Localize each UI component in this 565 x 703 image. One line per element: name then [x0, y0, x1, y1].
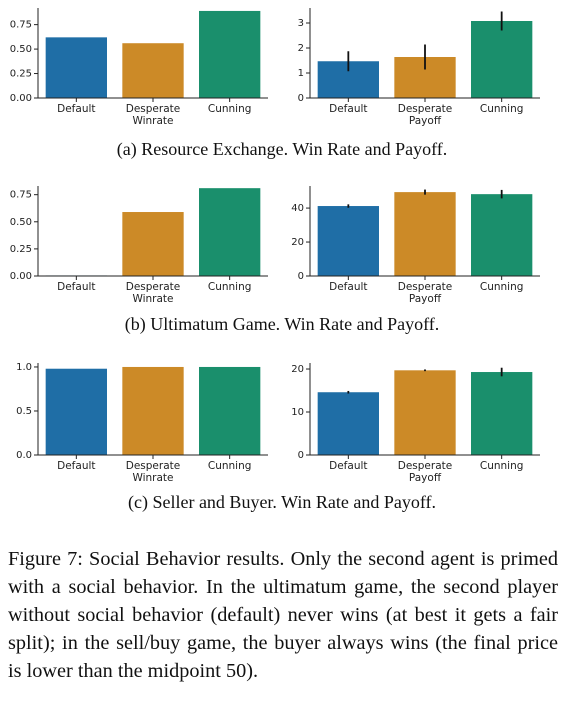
x-tick-label-box: Desperate Winrate [125, 103, 181, 127]
x-tick-label: Default [329, 460, 368, 472]
x-tick-label-box: Default [57, 103, 96, 115]
subcaption: (c) Seller and Buyer. Win Rate and Payof… [128, 492, 436, 513]
x-tick-label: Desperate Winrate [125, 281, 181, 305]
x-tick-label-box: Default [57, 281, 96, 293]
y-tick-label: 0.0 [16, 450, 32, 461]
subcaption: (a) Resource Exchange. Win Rate and Payo… [117, 139, 448, 160]
bar [394, 192, 456, 276]
bar [122, 43, 184, 98]
x-tick-label-box: Cunning [479, 281, 524, 293]
bar [199, 188, 261, 276]
bar [317, 392, 379, 455]
y-tick-label: 0.00 [10, 93, 32, 104]
x-tick-label: Default [329, 281, 368, 293]
x-tick-label: Cunning [207, 103, 252, 115]
y-tick-label: 0.25 [10, 69, 32, 80]
subcaption: (b) Ultimatum Game. Win Rate and Payoff. [125, 314, 440, 335]
x-tick-label: Cunning [479, 103, 524, 115]
bar [317, 206, 379, 276]
bar [471, 194, 533, 276]
x-tick-label: Cunning [479, 281, 524, 293]
bar [122, 212, 184, 276]
bar [122, 366, 184, 455]
y-tick-label: 0 [298, 450, 304, 461]
y-tick-label: 1 [298, 68, 304, 79]
figure-caption: Figure 7: Social Behavior results. Only … [8, 548, 558, 682]
y-tick-label: 0.75 [10, 190, 32, 201]
bar [471, 372, 533, 455]
x-tick-label: Desperate Winrate [125, 460, 181, 484]
x-tick-label-box: Desperate Payoff [397, 103, 453, 127]
y-tick-label: 20 [291, 237, 304, 248]
x-tick-label-box: Cunning [207, 281, 252, 293]
y-tick-label: 0.50 [10, 217, 32, 228]
bar [471, 21, 533, 98]
x-tick-label: Desperate Winrate [125, 103, 181, 127]
x-tick-label-box: Default [57, 460, 96, 472]
x-tick-label-box: Desperate Winrate [125, 281, 181, 305]
x-tick-label: Cunning [479, 460, 524, 472]
y-tick-label: 40 [291, 203, 304, 214]
y-tick-label: 0.75 [10, 20, 32, 31]
x-tick-label: Desperate Payoff [397, 103, 453, 127]
y-tick-label: 0.00 [10, 271, 32, 282]
x-tick-label-box: Desperate Winrate [125, 460, 181, 484]
x-tick-label: Cunning [207, 281, 252, 293]
x-tick-label: Desperate Payoff [397, 281, 453, 305]
x-tick-label-box: Default [329, 460, 368, 472]
x-tick-label-box: Cunning [207, 103, 252, 115]
x-tick-label-box: Desperate Payoff [397, 281, 453, 305]
x-tick-label: Default [57, 103, 96, 115]
y-tick-label: 0 [298, 271, 304, 282]
y-tick-label: 0.50 [10, 44, 32, 55]
x-tick-label-box: Desperate Payoff [397, 460, 453, 484]
x-tick-label: Desperate Payoff [397, 460, 453, 484]
figure: (a) Resource Exchange. Win Rate and Payo… [10, 8, 540, 513]
y-tick-label: 3 [298, 18, 304, 29]
y-tick-label: 2 [298, 43, 304, 54]
y-tick-label: 0.25 [10, 244, 32, 255]
bar [45, 368, 107, 455]
x-tick-label-box: Cunning [479, 460, 524, 472]
x-tick-label-box: Cunning [479, 103, 524, 115]
bar [45, 37, 107, 98]
y-tick-label: 1.0 [16, 362, 32, 373]
x-tick-label: Default [57, 460, 96, 472]
y-tick-label: 10 [291, 407, 304, 418]
bar [199, 10, 261, 98]
bar [199, 366, 261, 455]
bar [394, 370, 456, 455]
x-tick-label: Default [329, 103, 368, 115]
y-tick-label: 0 [298, 93, 304, 104]
x-tick-label: Default [57, 281, 96, 293]
x-tick-label: Cunning [207, 460, 252, 472]
y-tick-label: 20 [291, 364, 304, 375]
x-tick-label-box: Default [329, 281, 368, 293]
x-tick-label-box: Cunning [207, 460, 252, 472]
x-tick-label-box: Default [329, 103, 368, 115]
y-tick-label: 0.5 [16, 406, 32, 417]
